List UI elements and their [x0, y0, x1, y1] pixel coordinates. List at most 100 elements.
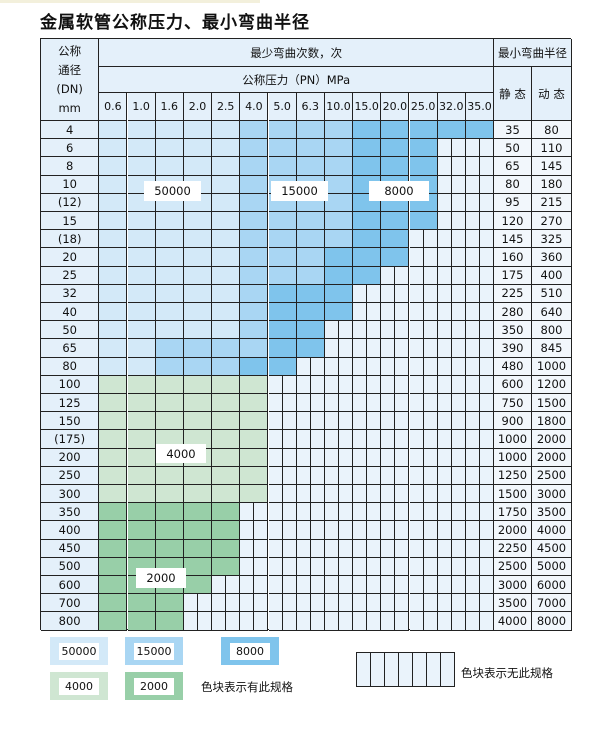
pressure-cell-15000: [268, 157, 297, 176]
dn-cell: 300: [41, 485, 100, 504]
dn-cell: 4: [41, 121, 100, 140]
dn-cell: 40: [41, 303, 100, 322]
pressure-cell-8000: [296, 339, 325, 358]
pressure-cell-50000: [127, 266, 156, 285]
dn-header-line: 公称: [58, 43, 82, 58]
pressure-cell-unavailable: [437, 576, 466, 595]
dynamic-header: 动 态: [532, 67, 572, 121]
pressure-cell-unavailable: [381, 339, 410, 358]
pressure-cell-8000: [409, 121, 438, 140]
dn-cell: 600: [41, 576, 100, 595]
pressure-cell-50000: [99, 121, 128, 140]
static-radius-cell: 2250: [494, 539, 532, 558]
region-label-50000: 50000: [144, 181, 201, 201]
pressure-cell-2000: [155, 539, 184, 558]
dn-cell: 15: [41, 212, 100, 231]
pressure-cell-15000: [240, 193, 269, 212]
pressure-cell-unavailable: [437, 485, 466, 504]
pressure-cell-unavailable: [268, 521, 297, 540]
pressure-cell-50000: [155, 230, 184, 249]
pressure-cell-2000: [155, 594, 184, 613]
pressure-cell-unavailable: [324, 375, 354, 394]
pressure-cell-15000: [268, 248, 297, 267]
static-radius-cell: 600: [494, 375, 532, 394]
pressure-cell-15000: [324, 157, 354, 176]
pressure-cell-unavailable: [437, 321, 466, 340]
pressure-cell-unavailable: [381, 557, 410, 576]
pressure-cell-unavailable: [437, 212, 466, 231]
pressure-cell-unavailable: [324, 539, 354, 558]
pressure-column-header: 25.0: [409, 93, 438, 121]
top-decoration: [0, 0, 260, 3]
pressure-cell-8000: [381, 139, 410, 158]
pressure-cell-4000: [99, 466, 128, 485]
pressure-cell-4000: [127, 466, 156, 485]
static-radius-cell: 1000: [494, 430, 532, 449]
pressure-cell-unavailable: [353, 375, 382, 394]
pressure-cell-unavailable: [353, 339, 382, 358]
pressure-cell-unavailable: [240, 594, 269, 613]
pressure-cell-unavailable: [409, 303, 438, 322]
pressure-column-header: 2.0: [183, 93, 213, 121]
dynamic-radius-cell: 3000: [532, 485, 572, 504]
pressure-cell-15000: [240, 212, 269, 231]
pressure-cell-8000: [381, 230, 410, 249]
page-title: 金属软管公称压力、最小弯曲半径: [40, 13, 310, 33]
pressure-cell-15000: [240, 230, 269, 249]
pressure-cell-unavailable: [437, 303, 466, 322]
pressure-cell-unavailable: [409, 230, 438, 249]
pressure-cell-4000: [155, 375, 184, 394]
legend-label: 50000: [59, 642, 99, 660]
dn-cell: 20: [41, 248, 100, 267]
pressure-cell-unavailable: [465, 394, 495, 413]
pressure-cell-unavailable: [381, 303, 410, 322]
pressure-cell-unavailable: [324, 430, 354, 449]
pressure-cell-unavailable: [409, 503, 438, 522]
dn-cell: 400: [41, 521, 100, 540]
pressure-cell-unavailable: [324, 503, 354, 522]
pressure-cell-unavailable: [296, 394, 325, 413]
pressure-cell-50000: [127, 139, 156, 158]
pressure-cell-unavailable: [437, 557, 466, 576]
pressure-cell-unavailable: [465, 612, 495, 631]
pressure-cell-unavailable: [381, 266, 410, 285]
pressure-cell-unavailable: [437, 266, 466, 285]
pressure-cell-unavailable: [353, 394, 382, 413]
dynamic-radius-cell: 2000: [532, 448, 572, 467]
region-label-2000: 2000: [136, 568, 186, 588]
static-radius-cell: 1250: [494, 466, 532, 485]
pressure-cell-unavailable: [324, 412, 354, 431]
pressure-cell-4000: [99, 375, 128, 394]
pressure-cell-2000: [155, 612, 184, 631]
pressure-cell-unavailable: [465, 248, 495, 267]
pressure-cell-unavailable: [240, 539, 269, 558]
dn-cell: 450: [41, 539, 100, 558]
dn-cell: 100: [41, 375, 100, 394]
pressure-cell-8000: [268, 303, 297, 322]
pressure-cell-unavailable: [437, 466, 466, 485]
pressure-cell-50000: [99, 321, 128, 340]
dn-header-line: mm: [58, 100, 81, 115]
pressure-cell-unavailable: [409, 412, 438, 431]
pressure-cell-4000: [183, 466, 213, 485]
pressure-cell-unavailable: [268, 448, 297, 467]
dn-header: 公称 通径 (DN) mm: [41, 39, 100, 121]
pressure-cell-50000: [212, 230, 241, 249]
pressure-cell-unavailable: [324, 448, 354, 467]
pressure-cell-unavailable: [353, 612, 382, 631]
pressure-cell-unavailable: [409, 448, 438, 467]
pressure-cell-unavailable: [409, 521, 438, 540]
dynamic-radius-cell: 510: [532, 284, 572, 303]
pressure-cell-8000: [324, 248, 354, 267]
pressure-cell-unavailable: [268, 576, 297, 595]
pressure-cell-15000: [296, 157, 325, 176]
pressure-cell-unavailable: [437, 503, 466, 522]
pressure-cell-4000: [183, 394, 213, 413]
pressure-cell-unavailable: [409, 594, 438, 613]
dynamic-radius-cell: 1000: [532, 357, 572, 376]
pressure-cell-50000: [127, 339, 156, 358]
pressure-cell-2000: [155, 503, 184, 522]
pressure-cell-50000: [212, 321, 241, 340]
pressure-cell-unavailable: [324, 339, 354, 358]
pressure-cell-unavailable: [296, 448, 325, 467]
